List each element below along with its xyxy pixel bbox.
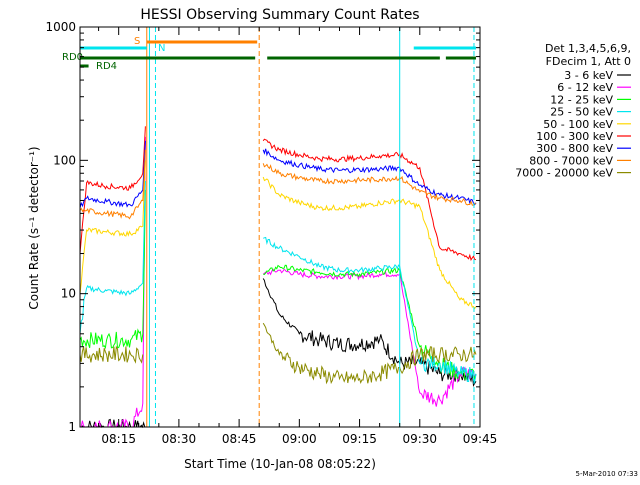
legend-header: Det 1,3,4,5,6,9, [545,42,631,55]
series-line [79,189,146,350]
series-line [262,138,477,262]
flag-label-s: S [134,36,140,47]
x-tick-label: 09:30 [402,432,437,446]
y-tick-label: 1 [68,420,76,434]
legend-header: FDecim 1, Att 0 [546,55,631,68]
series-line [263,236,477,383]
y-tick-label: 1000 [45,20,76,34]
series-7 [79,149,477,220]
flag-label-rd4: RD4 [96,61,117,72]
series-line [262,176,477,310]
legend-label: 300 - 800 keV [536,142,613,155]
series-6 [79,140,477,209]
series-line [262,278,477,387]
series-line [262,148,477,206]
series-line [79,345,144,364]
x-tick-label: 09:00 [282,432,317,446]
chart-title: HESSI Observing Summary Count Rates [140,7,419,23]
plot-area: S N RD0 RD4 [62,27,477,429]
series-line [79,140,146,209]
x-tick-label: 08:15 [101,432,136,446]
legend-label: 100 - 300 keV [536,130,613,143]
legend-label: 12 - 25 keV [550,93,613,106]
axes: 1 10 100 1000 08:15 08:30 08:45 09:00 09:15 09:30… [45,20,497,446]
series-line [262,268,477,407]
series-4 [79,160,477,310]
series-line [79,126,146,254]
series-3 [79,180,477,383]
y-tick-label: 10 [61,287,76,301]
x-tick-label: 09:15 [342,432,377,446]
series-line [79,160,146,294]
y-axis-label: Count Rate (s⁻¹ detector⁻¹) [27,146,41,309]
series-line [262,322,477,385]
plot-frame [79,26,481,428]
legend-label: 7000 - 20000 keV [515,167,613,180]
series-5 [79,126,477,262]
x-tick-label: 08:45 [222,432,257,446]
flag-label-rd0: RD0 [62,52,83,63]
x-tick-label: 08:30 [162,432,197,446]
series-8 [79,322,477,385]
legend-label: 6 - 12 keV [557,81,613,94]
legend-label: 50 - 100 keV [543,118,613,131]
flag-label-n: N [158,43,165,54]
y-tick-label: 100 [53,153,76,167]
series-line [79,180,146,334]
series-line [79,149,146,220]
legend-label: 800 - 7000 keV [529,154,613,167]
legend-label: 3 - 6 keV [564,69,613,82]
x-axis-label: Start Time (10-Jan-08 08:05:22) [184,457,376,471]
x-tick-label: 09:45 [463,432,498,446]
series-line [262,163,477,206]
timestamp-label: 5-Mar-2010 07:33 [576,470,638,478]
legend-label: 25 - 50 keV [550,106,613,119]
legend: Det 1,3,4,5,6,9,FDecim 1, Att 03 - 6 keV… [515,42,631,180]
